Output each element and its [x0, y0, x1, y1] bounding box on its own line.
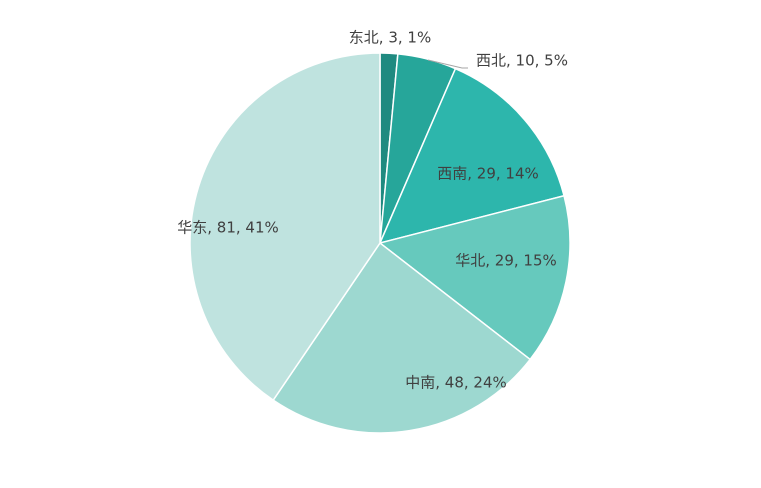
data-label: 东北, 3, 1% — [349, 29, 431, 47]
data-label: 西南, 29, 14% — [437, 165, 539, 183]
pie-slice — [378, 67, 565, 245]
pie-slice — [378, 194, 571, 361]
data-label: 中南, 48, 24% — [405, 374, 507, 392]
data-label: 西北, 10, 5% — [476, 52, 568, 70]
data-label: 华东, 81, 41% — [177, 219, 279, 237]
pie-slice — [189, 52, 381, 402]
data-label: 华北, 29, 15% — [455, 252, 557, 270]
pie-slice — [272, 241, 532, 434]
leader-line — [427, 59, 468, 69]
